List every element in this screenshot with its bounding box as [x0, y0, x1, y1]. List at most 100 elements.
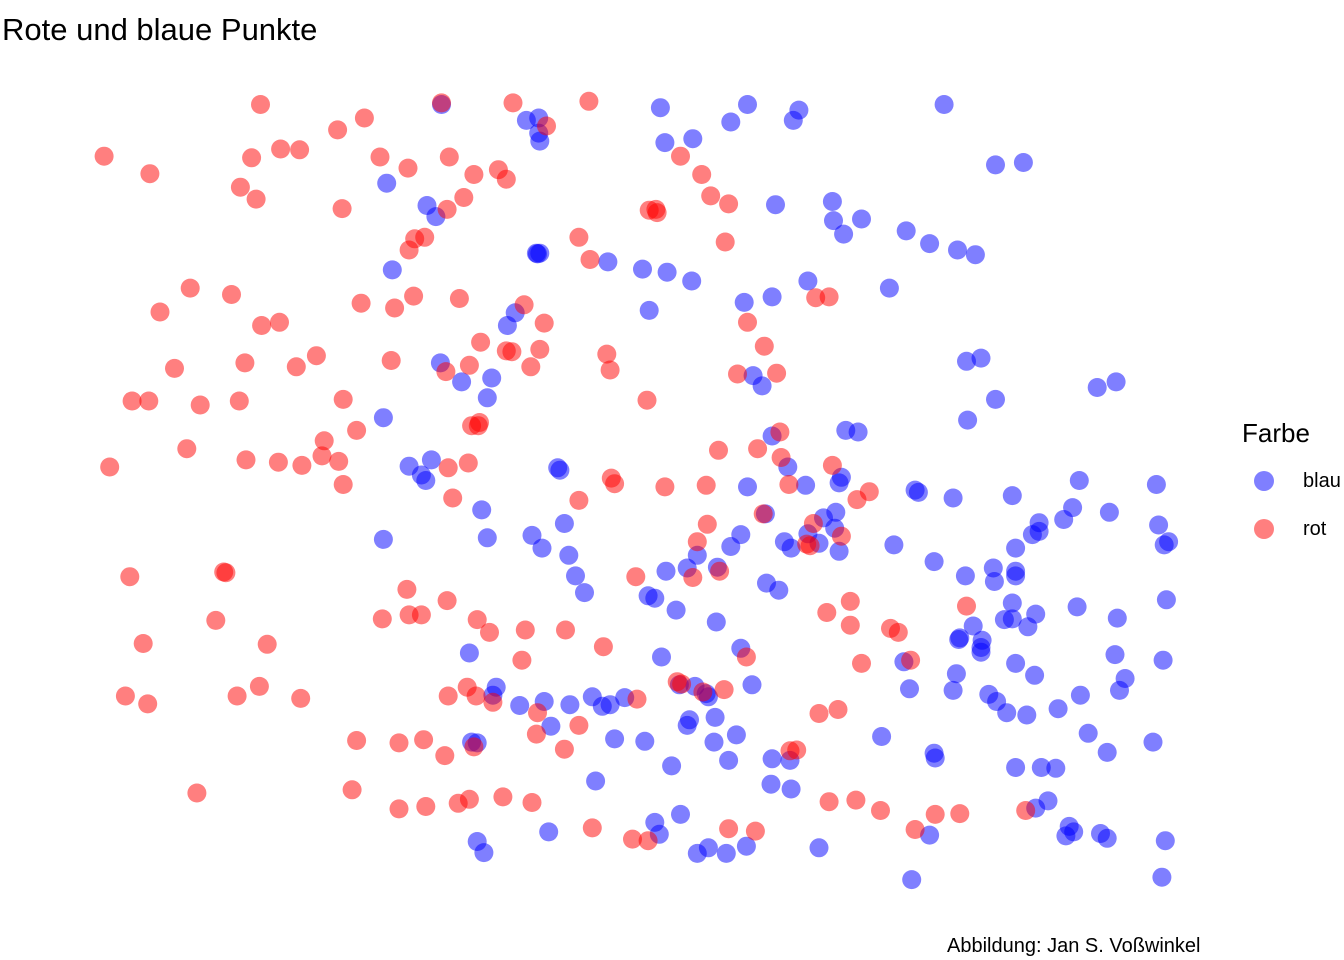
- point-blau-74: [656, 561, 676, 581]
- point-rot-171: [493, 787, 513, 807]
- legend-item-blau: blau: [1242, 467, 1341, 515]
- point-blau-139: [539, 822, 559, 842]
- point-rot-91: [605, 474, 625, 494]
- point-blau-55: [1106, 372, 1126, 392]
- point-rot-114: [437, 591, 457, 611]
- point-blau-164: [1006, 758, 1026, 777]
- point-blau-5: [650, 98, 670, 118]
- point-rot-76: [100, 457, 120, 477]
- point-blau-196: [1159, 532, 1179, 552]
- point-blau-75: [687, 545, 707, 565]
- point-blau-175: [1070, 685, 1090, 705]
- point-blau-136: [762, 749, 782, 769]
- point-blau-181: [1006, 653, 1026, 673]
- point-blau-97: [652, 647, 671, 667]
- point-rot-129: [831, 526, 851, 546]
- series-blau: [373, 95, 1179, 890]
- point-blau-84: [829, 473, 849, 493]
- point-rot-140: [227, 686, 247, 706]
- point-rot-30: [647, 203, 667, 223]
- point-blau-50: [373, 408, 393, 428]
- point-blau-169: [1091, 824, 1110, 843]
- point-rot-174: [623, 829, 642, 849]
- point-blau-91: [575, 583, 594, 603]
- point-blau-124: [635, 731, 655, 751]
- point-blau-71: [522, 525, 542, 545]
- point-rot-56: [229, 391, 249, 411]
- point-blau-65: [796, 475, 816, 495]
- point-rot-44: [449, 289, 469, 308]
- point-rot-2: [503, 93, 523, 113]
- point-blau-34: [965, 245, 985, 265]
- point-rot-62: [436, 362, 456, 382]
- point-rot-125: [753, 504, 773, 524]
- point-rot-89: [569, 490, 589, 510]
- point-rot-149: [483, 692, 503, 712]
- point-blau-131: [677, 715, 697, 735]
- point-rot-0: [251, 95, 270, 114]
- point-blau-143: [645, 812, 665, 832]
- point-blau-215: [949, 630, 969, 649]
- point-rot-9: [271, 139, 291, 159]
- point-blau-9: [738, 95, 757, 114]
- point-blau-32: [896, 221, 916, 241]
- point-rot-14: [332, 199, 352, 219]
- point-rot-146: [438, 686, 458, 706]
- point-blau-64: [738, 477, 757, 497]
- point-rot-121: [626, 567, 646, 587]
- point-rot-75: [728, 364, 747, 384]
- point-blau-104: [1002, 486, 1022, 506]
- point-blau-199: [994, 610, 1014, 630]
- point-blau-73: [566, 566, 585, 586]
- point-blau-208: [1107, 608, 1127, 628]
- point-blau-86: [826, 502, 846, 522]
- point-rot-4: [537, 116, 556, 136]
- point-blau-147: [736, 836, 756, 856]
- point-blau-156: [872, 727, 892, 746]
- point-rot-60: [286, 357, 306, 377]
- legend-label-blau: blau: [1303, 470, 1341, 492]
- point-rot-7: [328, 120, 348, 140]
- point-blau-70: [532, 538, 552, 558]
- point-rot-96: [771, 448, 791, 467]
- point-rot-176: [719, 819, 739, 839]
- point-blau-102: [829, 541, 849, 561]
- point-rot-151: [435, 746, 455, 766]
- point-rot-113: [372, 609, 392, 629]
- point-rot-59: [306, 346, 326, 366]
- point-rot-163: [809, 704, 829, 723]
- point-blau-23: [598, 252, 618, 272]
- point-rot-94: [709, 440, 728, 460]
- point-rot-22: [437, 199, 457, 219]
- point-rot-132: [840, 591, 860, 611]
- point-blau-18: [766, 195, 785, 215]
- point-blau-150: [761, 774, 781, 794]
- point-rot-122: [687, 532, 707, 552]
- point-blau-216: [971, 642, 991, 662]
- point-rot-93: [696, 475, 716, 495]
- point-rot-81: [177, 439, 197, 459]
- point-blau-176: [1097, 742, 1117, 762]
- point-rot-141: [249, 676, 269, 696]
- point-rot-45: [514, 295, 534, 315]
- point-blau-182: [1025, 665, 1045, 685]
- point-blau-53: [848, 422, 868, 442]
- point-blau-57: [986, 389, 1005, 409]
- point-rot-27: [580, 250, 600, 269]
- point-rot-36: [180, 278, 200, 298]
- legend-item-rot: rot: [1242, 515, 1326, 563]
- point-rot-148: [466, 686, 486, 706]
- point-rot-72: [767, 363, 787, 383]
- point-rot-32: [692, 165, 712, 184]
- point-rot-137: [888, 622, 908, 642]
- point-blau-48: [971, 348, 991, 368]
- point-blau-170: [1155, 831, 1175, 851]
- point-rot-124: [697, 514, 717, 534]
- point-rot-127: [817, 603, 837, 622]
- point-blau-161: [1031, 758, 1051, 777]
- point-blau-148: [671, 804, 690, 824]
- point-blau-179: [1105, 645, 1125, 665]
- point-blau-30: [824, 211, 843, 231]
- point-rot-1: [432, 93, 451, 113]
- point-rot-69: [637, 390, 657, 410]
